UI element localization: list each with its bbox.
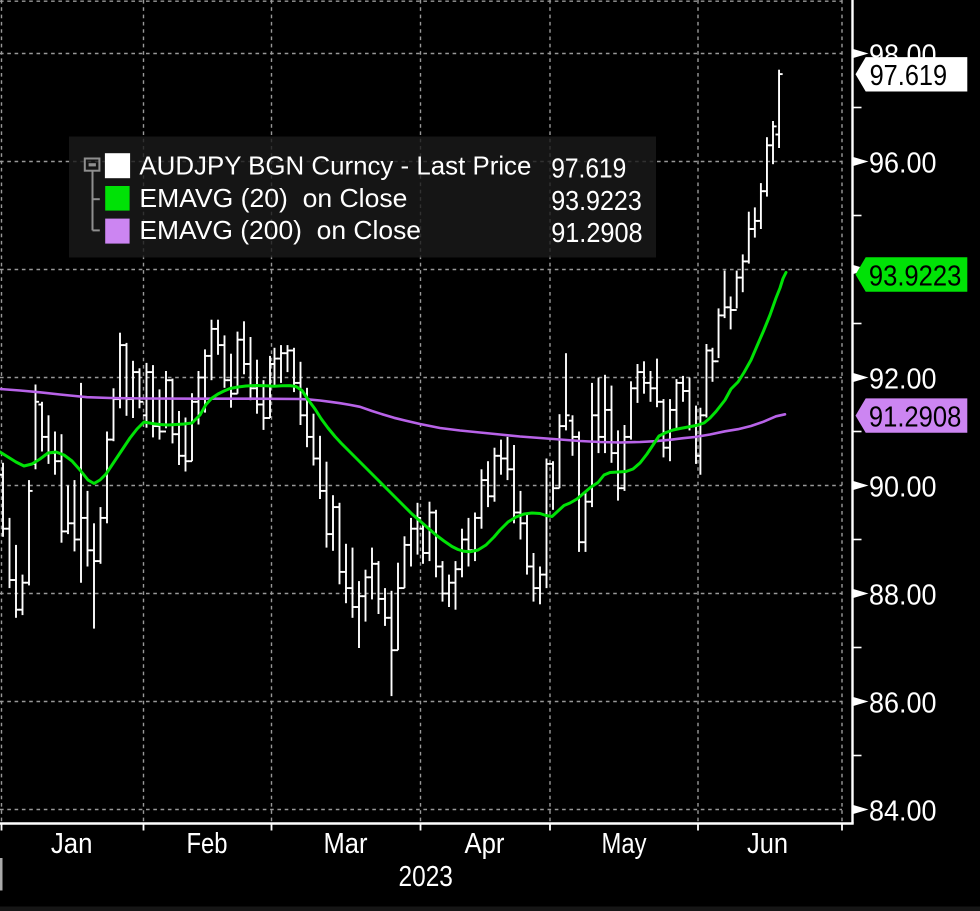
svg-text:97.619: 97.619 xyxy=(870,60,948,92)
svg-text:97.619: 97.619 xyxy=(551,153,626,184)
svg-text:AUDJPY BGN Curncy - Last Price: AUDJPY BGN Curncy - Last Price xyxy=(139,150,531,180)
svg-text:Jun: Jun xyxy=(747,828,788,860)
svg-text:2023: 2023 xyxy=(399,861,453,893)
svg-text:91.2908: 91.2908 xyxy=(551,217,642,248)
svg-text:EMAVG (200) on Close: EMAVG (200) on Close xyxy=(139,215,421,245)
svg-text:96.00: 96.00 xyxy=(869,147,937,179)
svg-text:90.00: 90.00 xyxy=(869,471,937,503)
svg-text:May: May xyxy=(602,828,647,860)
svg-text:91.2908: 91.2908 xyxy=(869,402,961,434)
svg-text:Feb: Feb xyxy=(187,828,228,860)
svg-text:93.9223: 93.9223 xyxy=(869,260,961,292)
svg-text:84.00: 84.00 xyxy=(869,795,937,827)
svg-text:92.00: 92.00 xyxy=(869,363,937,395)
svg-text:86.00: 86.00 xyxy=(869,687,937,719)
svg-text:88.00: 88.00 xyxy=(869,579,937,611)
svg-text:Apr: Apr xyxy=(465,828,505,860)
svg-text:Jan: Jan xyxy=(51,828,93,860)
svg-text:Mar: Mar xyxy=(324,828,368,860)
svg-text:EMAVG (20) on Close: EMAVG (20) on Close xyxy=(139,183,407,213)
svg-text:93.9223: 93.9223 xyxy=(551,185,642,216)
